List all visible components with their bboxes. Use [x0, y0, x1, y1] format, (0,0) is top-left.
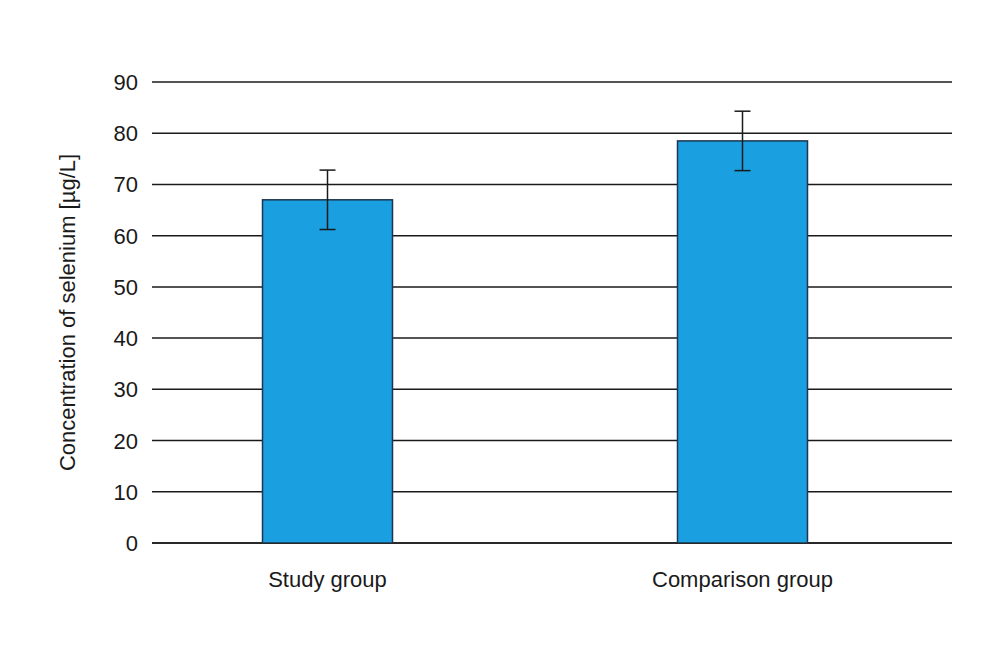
bars	[263, 111, 808, 543]
y-tick-label: 60	[114, 224, 138, 249]
x-tick-label: Comparison group	[652, 567, 833, 592]
error-bar	[320, 170, 336, 229]
x-tick-label: Study group	[268, 567, 387, 592]
error-bar	[735, 111, 751, 170]
y-tick-label: 0	[126, 531, 138, 556]
error-cap	[320, 229, 336, 231]
error-stem	[327, 170, 329, 229]
grid-line	[152, 184, 952, 186]
y-tick-label: 20	[114, 429, 138, 454]
error-cap	[320, 169, 336, 171]
error-cap	[735, 110, 751, 112]
grid-line	[152, 81, 952, 83]
bar	[678, 141, 808, 543]
y-tick-label: 40	[114, 326, 138, 351]
bar	[263, 200, 393, 543]
error-cap	[735, 170, 751, 172]
y-tick-label: 90	[114, 70, 138, 95]
y-tick-label: 10	[114, 480, 138, 505]
y-tick-label: 80	[114, 121, 138, 146]
error-stem	[742, 111, 744, 170]
y-tick-label: 50	[114, 275, 138, 300]
y-tick-label: 30	[114, 377, 138, 402]
grid-line	[152, 132, 952, 134]
y-tick-label: 70	[114, 172, 138, 197]
y-axis-label: Concentration of selenium [µg/L]	[55, 154, 80, 471]
chart: 0 10 20 30 40 50 60 70 80 90 Concentration of sele…	[0, 0, 1000, 666]
